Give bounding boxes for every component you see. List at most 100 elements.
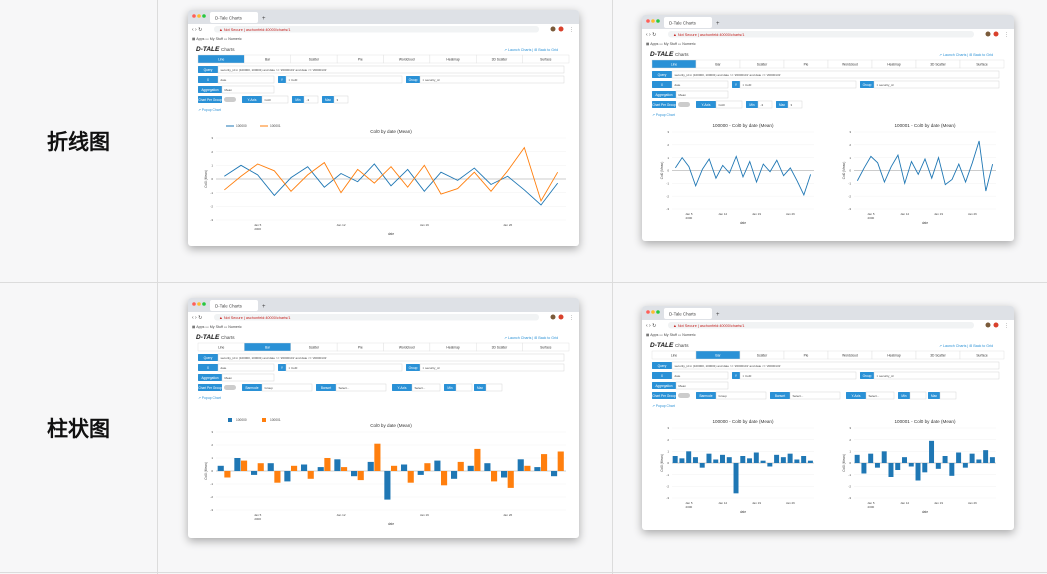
y-select[interactable] [739, 371, 857, 380]
group-select[interactable] [873, 371, 1000, 380]
browser-tab[interactable] [664, 308, 712, 319]
window-control-icon[interactable] [197, 302, 201, 306]
chart-tab[interactable] [522, 342, 570, 352]
y-select[interactable] [739, 80, 857, 89]
group-select[interactable] [419, 363, 565, 372]
chart-per-group-toggle[interactable] [224, 97, 236, 102]
window-control-icon[interactable] [651, 19, 655, 23]
query-input-value: security_id in (100000, 100001) and date… [221, 68, 328, 72]
address-bar[interactable] [214, 26, 539, 33]
browser-tab[interactable] [664, 17, 712, 28]
query-label-text: Query [204, 356, 213, 360]
nav-icon: ‹ › ↻ [192, 315, 202, 321]
browser-tab[interactable] [210, 12, 258, 23]
min-input[interactable] [909, 391, 927, 400]
window-control-icon[interactable] [192, 302, 196, 306]
y-axis-label-text: Y-Axis [248, 98, 257, 102]
chart-per-group-toggle[interactable] [678, 102, 690, 107]
window-control-icon[interactable] [202, 302, 206, 306]
extension-icon[interactable] [993, 322, 999, 328]
address-bar[interactable] [214, 314, 539, 321]
window-control-icon[interactable] [651, 310, 655, 314]
max-input[interactable] [939, 391, 957, 400]
chart-per-group-toggle[interactable] [224, 385, 236, 390]
min-input[interactable] [455, 383, 473, 392]
menu-icon: ⋮ [569, 315, 574, 321]
window-control-icon[interactable] [202, 14, 206, 18]
min-label [898, 392, 910, 399]
bar [956, 452, 962, 463]
window-control-icon[interactable] [656, 310, 660, 314]
bar [224, 471, 231, 478]
query-input[interactable] [671, 70, 1000, 79]
min-input[interactable] [303, 95, 319, 104]
x-select[interactable] [671, 371, 729, 380]
y-axis-label [242, 96, 262, 103]
query-input[interactable] [217, 353, 565, 362]
y-tick-label: 0 [849, 461, 851, 465]
x-select[interactable] [671, 80, 729, 89]
window-control-icon[interactable] [646, 19, 650, 23]
window-control-icon[interactable] [197, 14, 201, 18]
min-input[interactable] [757, 100, 773, 109]
chart-tab-label: 3D Scatter [930, 354, 946, 358]
chart-tab-label: Wordcloud [399, 58, 415, 62]
chart-title: 100000 - Col0 by date (Mean) [712, 419, 774, 424]
extension-icon[interactable] [558, 314, 564, 320]
x-tick-label: Jan 26 [503, 223, 512, 227]
bar [334, 459, 341, 471]
avatar[interactable] [985, 31, 991, 37]
x-select[interactable] [217, 75, 275, 84]
chart-tab[interactable] [959, 350, 1005, 360]
chart-tab[interactable] [522, 54, 570, 64]
address-bar[interactable] [668, 31, 974, 38]
extension-icon[interactable] [993, 31, 999, 37]
chart-per-group-toggle[interactable] [678, 393, 690, 398]
aggregation-select[interactable] [221, 373, 275, 382]
window-control-icon[interactable] [646, 310, 650, 314]
query-input[interactable] [671, 361, 1000, 370]
y-axis-title: Col0 (Mean) [842, 454, 846, 472]
y-select[interactable] [285, 363, 403, 372]
barsort-select[interactable] [789, 391, 841, 400]
bar [935, 463, 941, 469]
barsort-label-text: Barsort [321, 386, 331, 390]
aggregation-select[interactable] [675, 90, 729, 99]
y-axis-select[interactable] [411, 383, 441, 392]
extension-icon[interactable] [558, 26, 564, 32]
y-axis-label [696, 101, 716, 108]
x-select[interactable] [217, 363, 275, 372]
aggregation-select-value: Mean [225, 376, 233, 380]
y-tick-label: 2 [211, 150, 213, 154]
group-select[interactable] [873, 80, 1000, 89]
aggregation-select[interactable] [675, 381, 729, 390]
header-links: ↗ Launch Charts | ⊞ Back to Grid [504, 48, 558, 52]
avatar[interactable] [550, 26, 556, 32]
nav-icon: ‹ › ↻ [192, 27, 202, 33]
barmode-select[interactable] [715, 391, 767, 400]
aggregation-select[interactable] [221, 85, 275, 94]
barmode-select[interactable] [261, 383, 313, 392]
window-control-icon[interactable] [656, 19, 660, 23]
browser-tab[interactable] [210, 300, 258, 311]
row-divider [0, 282, 1047, 283]
group-select[interactable] [419, 75, 565, 84]
max-input[interactable] [787, 100, 803, 109]
y-axis-select[interactable] [865, 391, 895, 400]
query-input[interactable] [217, 65, 565, 74]
aggregation-label [198, 374, 222, 381]
barsort-select[interactable] [335, 383, 387, 392]
address-bar[interactable] [668, 322, 974, 329]
max-input[interactable] [485, 383, 503, 392]
avatar[interactable] [550, 314, 556, 320]
window-control-icon[interactable] [192, 14, 196, 18]
y-axis-select[interactable] [715, 100, 743, 109]
chart-tab[interactable] [959, 59, 1005, 69]
bar [962, 463, 968, 468]
y-select[interactable] [285, 75, 403, 84]
avatar[interactable] [985, 322, 991, 328]
menu-icon: ⋮ [1004, 32, 1009, 38]
y-axis-select[interactable] [261, 95, 289, 104]
x-tick-label: Jan 19 [934, 212, 943, 216]
max-input[interactable] [333, 95, 349, 104]
